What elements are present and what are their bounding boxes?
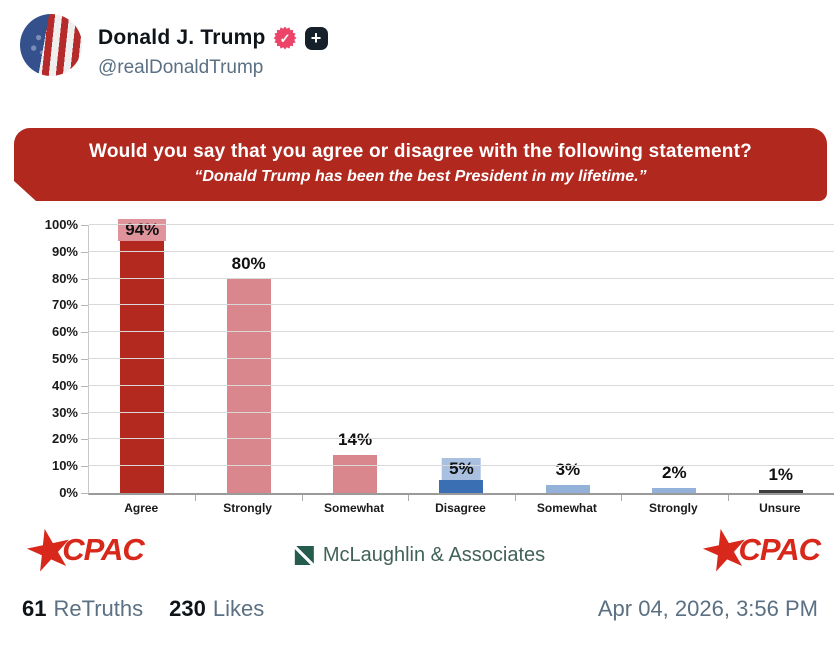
gridline	[89, 304, 834, 306]
x-axis-tick-mark	[195, 495, 197, 501]
cpac-star-icon: ★	[694, 513, 757, 586]
y-axis-tick-label: 10%	[51, 458, 78, 474]
value-label: 3%	[555, 459, 581, 479]
cpac-wordmark: CPAC	[738, 532, 821, 567]
y-axis-tick-mark	[81, 493, 88, 494]
category-label: Strongly	[223, 501, 272, 515]
y-axis-tick-label: 50%	[51, 351, 78, 366]
y-axis-tick-label: 80%	[51, 270, 78, 286]
bar-agree-0	[120, 241, 165, 493]
value-label: 94%	[118, 219, 167, 242]
cpac-logo-right: ★ CPAC	[694, 513, 821, 585]
author-row: Donald J. Trump ✓ +	[98, 26, 328, 50]
category-label: Somewhat	[324, 501, 385, 515]
y-axis-tick-mark	[81, 305, 88, 307]
value-label: 1%	[768, 465, 794, 485]
bar-column: 80%	[195, 225, 301, 493]
bar-column: 5%	[408, 225, 514, 493]
value-label: 5%	[442, 457, 481, 480]
y-axis-tick-label: 90%	[51, 243, 78, 259]
plus-badge-icon: +	[304, 26, 328, 50]
bar-column: 3%	[515, 225, 621, 493]
bar-somewhat-4	[545, 484, 590, 493]
user-handle[interactable]: @realDonaldTrump	[98, 57, 264, 78]
bar-disagree-3	[439, 479, 484, 493]
bar-strongly-5	[652, 487, 697, 493]
statement-quote: “Donald Trump has been the best Presiden…	[194, 168, 647, 185]
category-label: Disagree	[435, 501, 486, 515]
bar-column: 94%	[89, 219, 195, 493]
x-axis-tick-mark	[514, 495, 516, 501]
bar-somewhat-2	[333, 455, 378, 493]
bar-column: 14%	[302, 225, 408, 493]
y-axis-tick-mark	[81, 278, 88, 280]
y-axis-tick-label: 40%	[51, 377, 78, 393]
bar-column: 1%	[728, 225, 834, 493]
bar-unsure-6	[758, 490, 803, 493]
pollster-name: McLaughlin & Associates	[322, 544, 546, 566]
value-label: 80%	[231, 253, 266, 273]
gridline	[89, 358, 834, 359]
gridline	[89, 277, 834, 279]
gridline	[89, 331, 834, 333]
gridline	[89, 438, 834, 440]
y-axis-tick-label: 20%	[51, 431, 78, 447]
pollster-square-icon	[294, 546, 314, 565]
category-label: Somewhat	[536, 501, 597, 515]
y-axis-tick-mark	[81, 251, 88, 253]
category-axis: Agree Strongly Somewhat Disagree Somewhat Str…	[88, 501, 833, 515]
y-axis-tick-mark	[81, 385, 88, 387]
plot-area: 94% 80% 14% 5% 3% 2% 1%	[88, 219, 834, 501]
bar-columns: 94% 80% 14% 5% 3% 2% 1%	[89, 219, 834, 493]
y-axis-tick-mark	[81, 225, 88, 226]
x-axis-tick-mark	[727, 495, 729, 501]
display-name[interactable]: Donald J. Trump	[98, 26, 266, 49]
gridline	[89, 465, 834, 467]
post-footer: 61 ReTruths 230 Likes Apr 04, 2026, 3:56…	[0, 596, 840, 622]
cpac-logo-left: ★ CPAC	[18, 513, 145, 585]
y-axis-tick-mark	[81, 359, 88, 360]
branding-row: ★ CPAC McLaughlin & Associates ★ CPAC	[0, 513, 840, 585]
question-text: Would you say that you agree or disagree…	[89, 141, 752, 162]
cpac-wordmark: CPAC	[62, 532, 145, 567]
gridline	[89, 384, 834, 386]
category-label: Strongly	[648, 501, 698, 515]
y-axis-tick-mark	[81, 332, 88, 334]
value-label: 2%	[662, 462, 687, 482]
likes-count[interactable]: 230 Likes	[169, 596, 265, 621]
bar-chart: 94% 80% 14% 5% 3% 2% 1% Agree Strongly Somewhat D…	[0, 203, 840, 525]
pollster-logo: McLaughlin & Associates	[294, 544, 546, 567]
gridline	[89, 224, 834, 225]
y-axis-tick-label: 70%	[51, 297, 78, 313]
value-label: 14%	[338, 430, 373, 450]
category-label: Unsure	[759, 501, 801, 515]
y-axis-tick-label: 100%	[44, 217, 78, 232]
gridline	[89, 250, 834, 252]
verified-badge-icon: ✓	[273, 26, 297, 50]
question-banner: Would you say that you agree or disagree…	[14, 128, 827, 201]
y-axis-tick-mark	[81, 439, 88, 441]
gridline	[89, 411, 834, 413]
timestamp: Apr 04, 2026, 3:56 PM	[597, 596, 818, 621]
y-axis-tick-mark	[81, 466, 88, 468]
avatar[interactable]	[20, 14, 82, 76]
x-axis-tick-mark	[408, 495, 410, 501]
y-axis-tick-label: 0%	[59, 485, 78, 500]
x-axis-tick-mark	[301, 495, 303, 501]
y-axis-tick-mark	[81, 412, 88, 414]
retruths-count[interactable]: 61 ReTruths	[22, 596, 144, 621]
engagement-counts: 61 ReTruths 230 Likes	[22, 596, 264, 622]
y-axis-tick-label: 30%	[51, 404, 78, 420]
y-axis-tick-label: 60%	[51, 324, 78, 340]
category-label: Agree	[124, 501, 159, 515]
bar-column: 2%	[621, 225, 727, 493]
x-axis-tick-mark	[621, 495, 623, 501]
cpac-star-icon: ★	[17, 513, 81, 586]
